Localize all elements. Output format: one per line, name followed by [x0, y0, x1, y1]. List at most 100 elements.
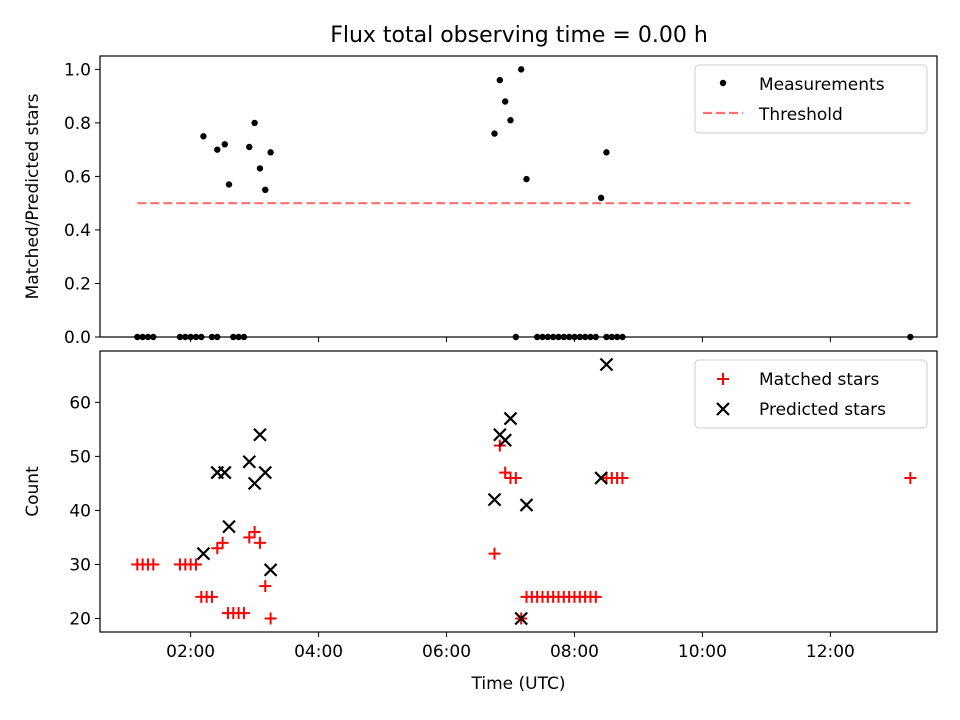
legend: Matched stars Predicted stars — [694, 359, 928, 429]
measurement-point — [576, 333, 584, 341]
predicted-star-point — [196, 546, 211, 561]
measurement-point — [251, 119, 258, 127]
y-tick-label: 1.0 — [64, 60, 91, 80]
measurement-point — [597, 194, 605, 202]
matched-star-point — [589, 590, 602, 603]
predicted-star-point — [519, 498, 534, 512]
measurement-point — [214, 146, 221, 153]
x-tick-label: 08:00 — [550, 642, 599, 662]
predicted-star-point — [503, 411, 518, 426]
legend-box — [694, 359, 928, 429]
measurement-point — [150, 333, 157, 341]
measurement-point — [603, 149, 610, 156]
predicted-star-point — [599, 357, 614, 372]
y-tick-label: 0.4 — [64, 221, 91, 241]
legend: Measurements Threshold — [694, 64, 928, 134]
measurement-point — [560, 333, 568, 341]
x-tick-label: 10:00 — [678, 642, 727, 662]
top-panel: 0.0 0.2 0.4 0.6 0.8 1.0 Matched/Predicted star… — [23, 55, 938, 348]
legend-label: Predicted stars — [759, 400, 886, 420]
y-tick-label: 0.2 — [64, 274, 91, 294]
x-tick-label: 02:00 — [166, 642, 215, 662]
x-tick-label: 04:00 — [294, 642, 343, 662]
x-tick-label: 06:00 — [422, 642, 471, 662]
y-tick-label: 20 — [69, 609, 91, 629]
measurement-point — [182, 333, 189, 341]
predicted-star-point — [247, 476, 262, 491]
legend-label: Threshold — [758, 105, 843, 125]
matched-star-point — [488, 547, 501, 560]
measurement-point — [555, 333, 562, 341]
measurement-point — [587, 333, 594, 341]
measurement-point — [619, 333, 626, 341]
measurement-point — [491, 130, 498, 137]
y-tick-label: 0.0 — [64, 328, 91, 348]
y-tick-label: 40 — [69, 501, 91, 521]
matched-star-point — [499, 466, 512, 479]
y-tick-label: 30 — [69, 555, 91, 575]
predicted-star-point — [242, 455, 257, 469]
predicted-star-point — [217, 465, 232, 480]
measurement-point — [581, 333, 589, 341]
matched-star-point — [259, 580, 272, 593]
legend-marker — [719, 79, 727, 87]
measurement-point — [240, 333, 248, 341]
measurement-point — [134, 333, 141, 341]
matched-star-point — [253, 536, 266, 549]
matched-star-point — [216, 536, 229, 549]
measurement-point — [267, 149, 274, 156]
measurement-point — [496, 76, 504, 84]
figure-title: Flux total observing time = 0.00 h — [330, 23, 708, 48]
measurement-point — [192, 333, 200, 341]
measurement-point — [539, 333, 546, 341]
measurement-point — [200, 133, 207, 140]
measurement-point — [592, 333, 600, 341]
measurement-point — [235, 333, 242, 341]
measurement-point — [144, 333, 152, 341]
y-tick-label: 0.8 — [64, 114, 91, 134]
measurement-point — [246, 143, 253, 151]
legend-label: Matched stars — [759, 370, 879, 390]
y-tick-label: 50 — [69, 447, 91, 467]
measurement-point — [512, 333, 520, 341]
measurement-point — [517, 66, 525, 73]
measurement-point — [208, 333, 216, 341]
matched-star-point — [243, 531, 256, 544]
legend-label: Measurements — [759, 75, 885, 95]
predicted-star-point — [263, 563, 278, 577]
legend-marker — [717, 373, 729, 385]
measurement-point — [565, 333, 573, 341]
matched-star-point — [509, 471, 522, 484]
measurement-point — [571, 333, 578, 341]
axes-frame — [99, 350, 938, 633]
matched-star-point — [616, 471, 629, 484]
matched-star-point — [211, 542, 224, 555]
measurement-point — [501, 98, 509, 105]
predicted-star-point — [498, 433, 512, 447]
y-axis-label: Count — [23, 466, 43, 517]
matched-star-point — [189, 558, 202, 571]
measurement-point — [507, 117, 514, 124]
x-axis-label: Time (UTC) — [471, 674, 566, 694]
measurement-point — [549, 333, 557, 341]
predicted-star-point — [487, 492, 502, 507]
bottom-panel: 20 30 40 50 60 02:00 04:00 06:00 08:00 10:00 12:00… — [23, 350, 938, 694]
predicted-star-point — [258, 465, 273, 480]
matched-star-point — [248, 526, 261, 539]
matched-star-point — [147, 558, 160, 571]
measurement-point — [198, 333, 205, 341]
y-tick-label: 60 — [69, 393, 91, 413]
matched-star-point — [205, 590, 218, 603]
measurement-point — [256, 165, 264, 172]
measurement-point — [176, 333, 184, 341]
y-axis-label: Matched/Predicted stars — [23, 93, 43, 299]
predicted-star-point — [514, 611, 528, 626]
y-tick-label: 0.6 — [64, 167, 91, 187]
measurement-point — [221, 141, 228, 148]
measurement-point — [230, 333, 237, 341]
measurement-point — [533, 333, 541, 341]
measurement-point — [225, 181, 233, 188]
measurement-point — [523, 175, 530, 183]
predicted-star-point — [594, 471, 608, 485]
